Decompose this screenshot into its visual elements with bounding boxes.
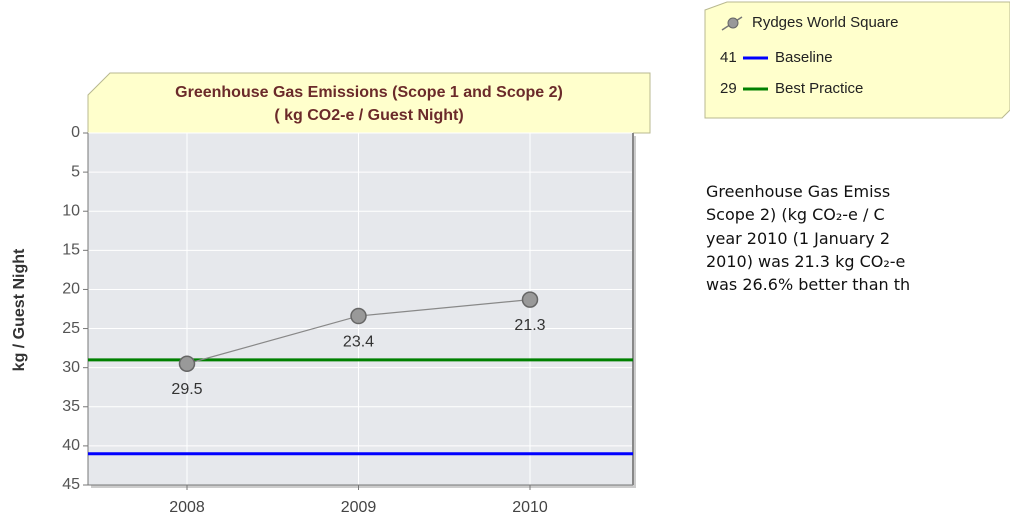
legend-marker-icon [727,17,739,29]
y-tick-label: 0 [71,124,80,141]
legend-label: Baseline [775,49,833,66]
legend-label: Best Practice [775,80,863,97]
x-tick-label: 2010 [512,499,548,516]
y-tick-label: 5 [71,163,80,180]
chart-title: ( kg CO2-e / Guest Night) [274,107,463,124]
legend-value: 41 [720,49,737,66]
x-tick-label: 2008 [169,499,205,516]
y-tick-label: 25 [62,320,80,337]
legend-label: Rydges World Square [752,14,898,31]
legend-value: 29 [720,80,737,97]
legend-box [704,1,1010,119]
y-tick-label: 40 [62,437,80,454]
data-label: 29.5 [171,381,202,398]
data-label: 21.3 [514,317,545,334]
y-tick-label: 15 [62,242,80,259]
y-tick-label: 35 [62,398,80,415]
description-line: Scope 2) (kg CO₂-e / C [706,205,885,225]
y-tick-label: 45 [62,476,80,493]
data-point [521,291,539,308]
y-axis-label: kg / Guest Night [11,248,28,371]
description-line: 2010) was 21.3 kg CO₂-e [706,251,906,271]
description-line: was 26.6% better than th [706,275,911,295]
data-point [178,355,196,373]
y-tick-label: 20 [62,281,80,298]
data-label: 23.4 [343,333,374,350]
description: Greenhouse Gas Emiss Scope 2) (kg CO₂-e /… [706,180,1010,296]
y-tick-label: 30 [62,359,80,376]
y-tick-label: 10 [62,202,80,219]
description-line: Greenhouse Gas Emiss [706,182,891,201]
x-tick-label: 2009 [341,499,377,516]
description-line: year 2010 (1 January 2 [706,228,891,248]
data-point [350,307,367,325]
chart-title: Greenhouse Gas Emissions (Scope 1 and Sc… [175,84,563,101]
